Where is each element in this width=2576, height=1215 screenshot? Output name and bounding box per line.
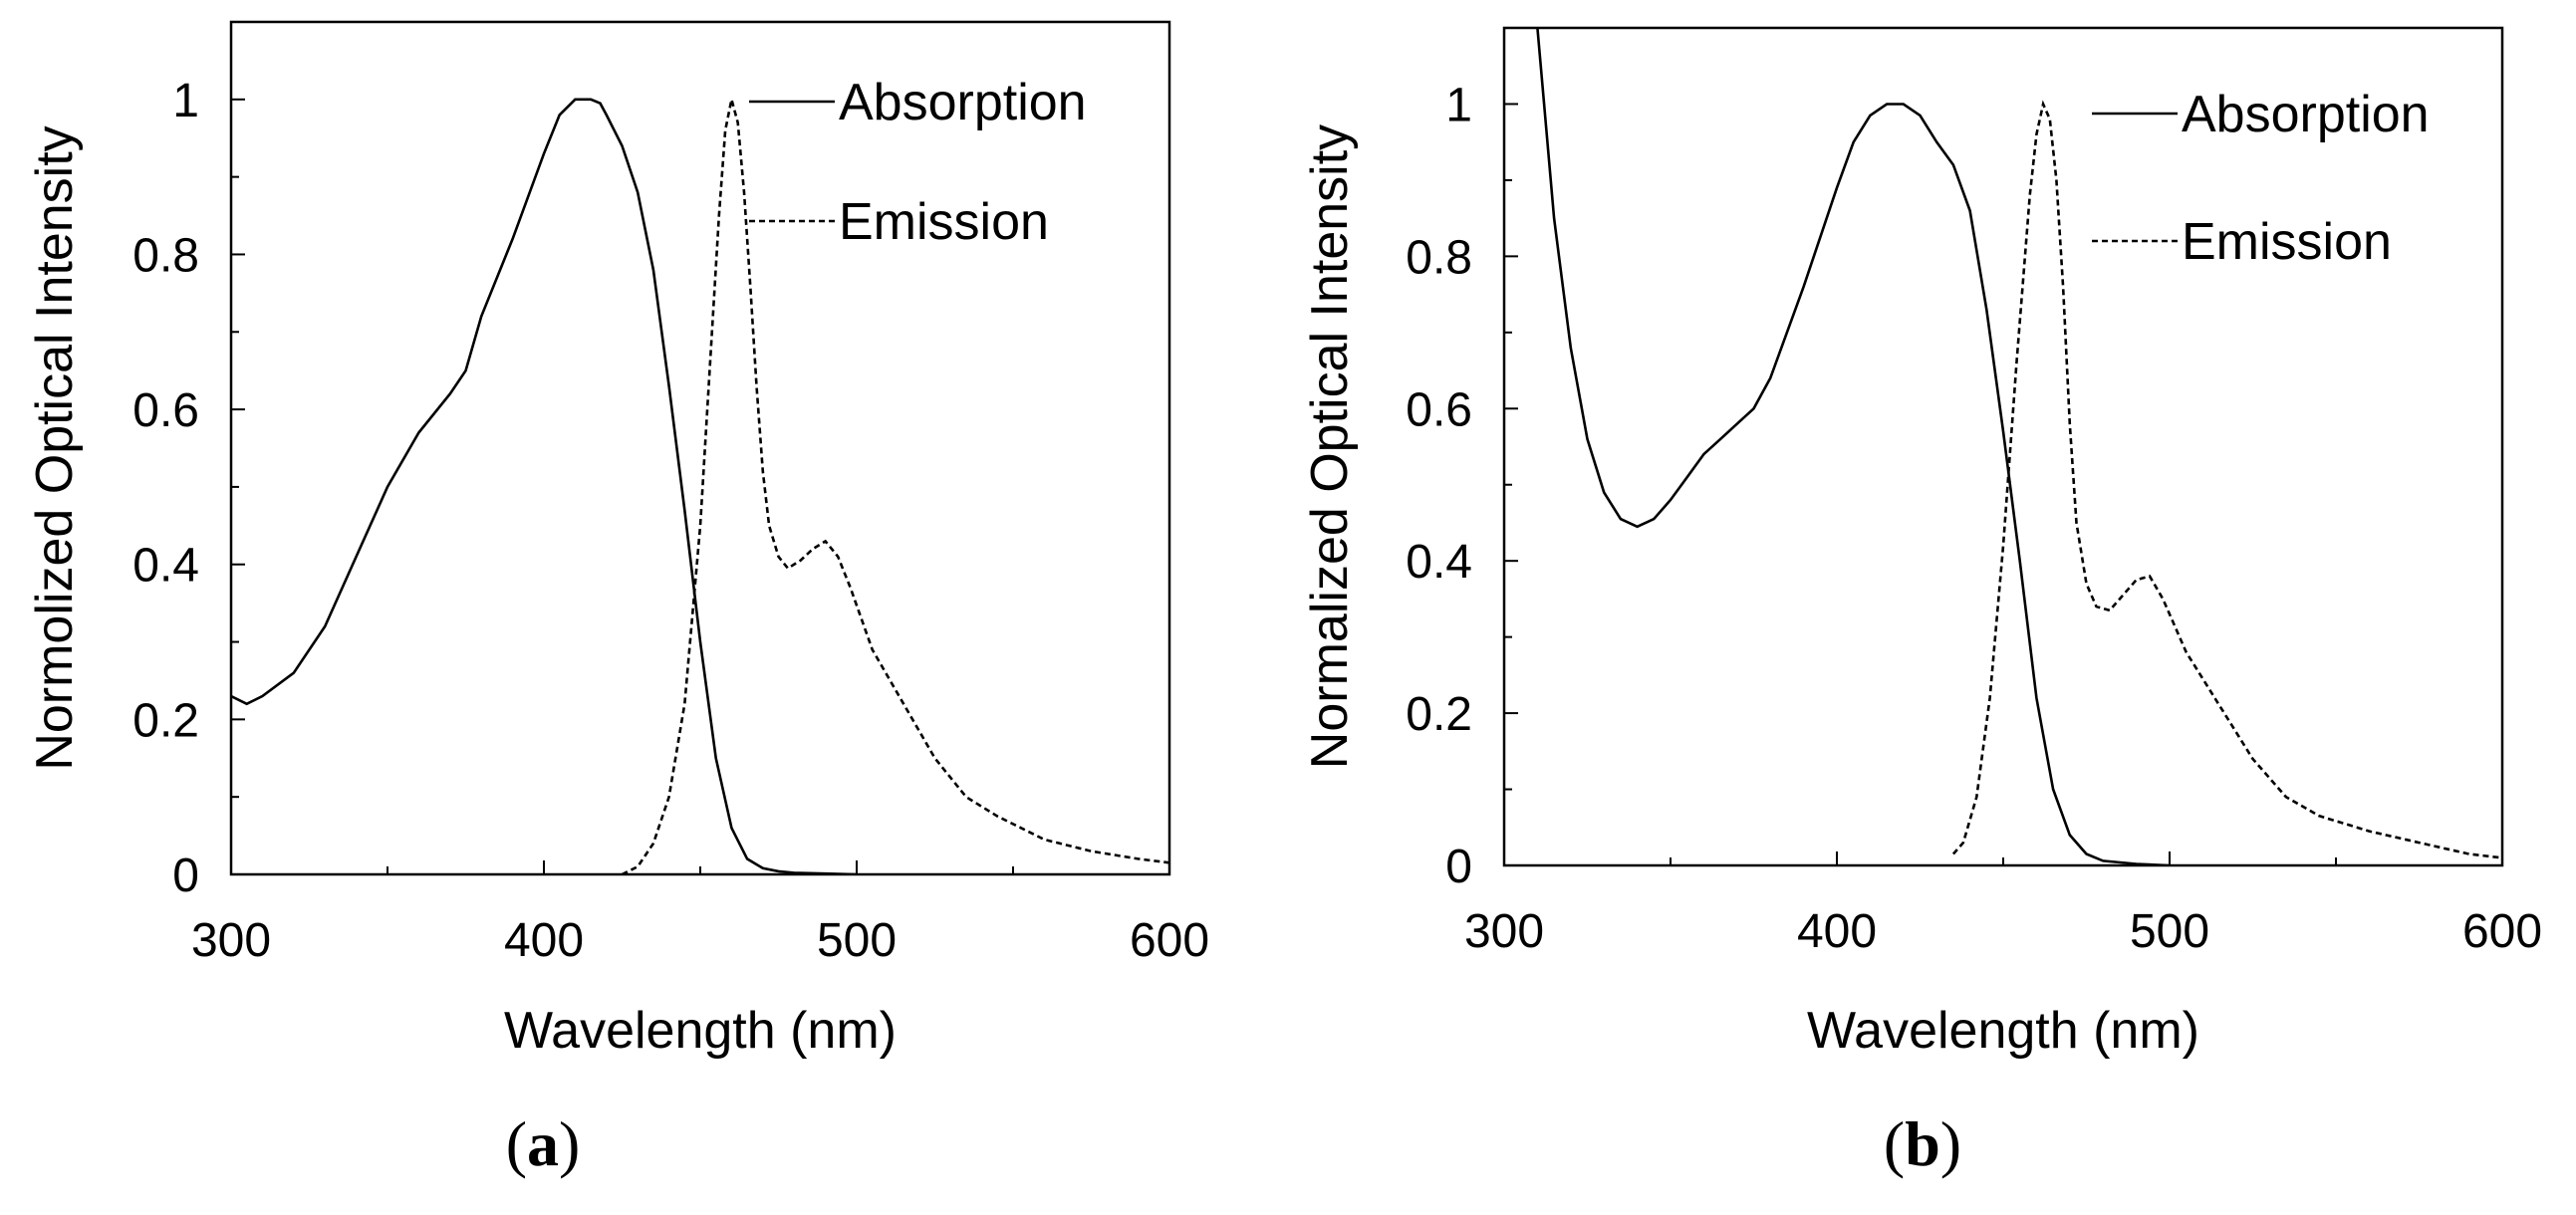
x-tick-label: 600 bbox=[1130, 914, 1209, 967]
legend-label-absorption: Absorption bbox=[2182, 86, 2430, 143]
x-axis-title: Wavelength (nm) bbox=[1807, 1002, 2199, 1060]
chart-panel-a: (a) 0 0.2 0.4 0.6 0.8 1 300 400 500 600 Wavelength… bbox=[26, 20, 1209, 1179]
y-tick-label: 0.2 bbox=[132, 694, 199, 747]
x-tick-label: 400 bbox=[504, 914, 584, 967]
plot-frame bbox=[229, 20, 1171, 876]
y-tick-label: 0.4 bbox=[1406, 536, 1472, 589]
y-tick-label: 0.2 bbox=[1406, 688, 1472, 741]
x-tick-label: 400 bbox=[1797, 905, 1877, 958]
y-tick-label: 1 bbox=[172, 75, 199, 127]
y-tick-label: 0 bbox=[172, 850, 199, 902]
series-line-emission bbox=[621, 99, 1169, 874]
legend-label-emission: Emission bbox=[839, 193, 1049, 251]
y-axis-title: Normalized Optical Intensity bbox=[1301, 124, 1359, 769]
y-axis-title: Normolized Optical Intensity bbox=[26, 125, 84, 770]
series-line-absorption bbox=[231, 98, 858, 874]
panel-label-b: (b) bbox=[1884, 1108, 1961, 1179]
y-tick-label: 0.4 bbox=[132, 540, 199, 593]
chart-panel-b: (b) 0 0.2 0.4 0.6 0.8 1 300 400 500 600 Wavelength… bbox=[1301, 26, 2542, 1179]
series-line-emission bbox=[1951, 100, 2502, 859]
y-tick-label: 0 bbox=[1445, 841, 1472, 893]
y-tick-label: 0.8 bbox=[1406, 231, 1472, 284]
y-tick-label: 0.6 bbox=[132, 384, 199, 437]
legend-label-absorption: Absorption bbox=[839, 74, 1087, 131]
plot-frame bbox=[1502, 26, 2504, 867]
legend-label-emission: Emission bbox=[2182, 213, 2392, 271]
series-line-absorption bbox=[1536, 28, 2171, 865]
x-tick-label: 300 bbox=[1464, 905, 1544, 958]
x-axis-title: Wavelength (nm) bbox=[504, 1002, 897, 1060]
panel-label-a: (a) bbox=[506, 1108, 581, 1179]
x-tick-label: 600 bbox=[2462, 905, 2542, 958]
x-tick-label: 500 bbox=[2130, 905, 2209, 958]
x-tick-label: 500 bbox=[817, 914, 897, 967]
x-tick-label: 300 bbox=[191, 914, 271, 967]
y-tick-label: 0.8 bbox=[132, 229, 199, 282]
y-tick-label: 0.6 bbox=[1406, 383, 1472, 436]
y-tick-label: 1 bbox=[1445, 79, 1472, 131]
